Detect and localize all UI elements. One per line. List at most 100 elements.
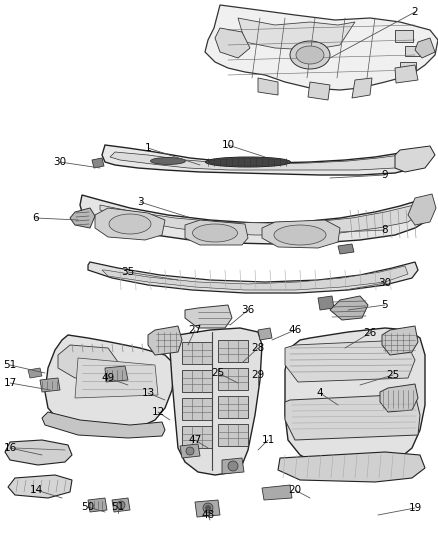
- Text: 5: 5: [381, 300, 389, 310]
- Polygon shape: [75, 358, 158, 398]
- Text: 3: 3: [137, 197, 143, 207]
- Polygon shape: [380, 384, 418, 412]
- Text: 25: 25: [386, 370, 399, 380]
- Circle shape: [205, 505, 211, 511]
- Ellipse shape: [208, 158, 288, 166]
- Polygon shape: [238, 18, 355, 50]
- Text: 46: 46: [288, 325, 302, 335]
- Polygon shape: [100, 205, 420, 235]
- Text: 26: 26: [364, 328, 377, 338]
- Polygon shape: [262, 485, 292, 500]
- Text: 29: 29: [251, 370, 265, 380]
- Polygon shape: [102, 266, 408, 290]
- Text: 30: 30: [378, 278, 392, 288]
- Bar: [182, 426, 212, 448]
- Bar: [218, 340, 248, 362]
- Polygon shape: [408, 194, 436, 225]
- Polygon shape: [395, 146, 435, 172]
- Circle shape: [117, 501, 125, 509]
- Ellipse shape: [109, 214, 151, 234]
- Polygon shape: [285, 394, 420, 440]
- Text: 17: 17: [4, 378, 17, 388]
- Polygon shape: [318, 296, 334, 310]
- Circle shape: [203, 503, 213, 513]
- Text: 20: 20: [289, 485, 301, 495]
- Polygon shape: [215, 28, 250, 58]
- Polygon shape: [338, 244, 354, 254]
- Polygon shape: [330, 296, 368, 320]
- Polygon shape: [80, 195, 432, 244]
- Text: 30: 30: [53, 157, 67, 167]
- Text: 1: 1: [145, 143, 151, 153]
- Polygon shape: [40, 378, 60, 392]
- Polygon shape: [352, 78, 372, 98]
- Bar: [400, 62, 416, 72]
- Polygon shape: [258, 78, 278, 95]
- Polygon shape: [88, 262, 418, 293]
- Text: 14: 14: [29, 485, 42, 495]
- Polygon shape: [170, 328, 262, 475]
- Text: 27: 27: [188, 325, 201, 335]
- Polygon shape: [88, 498, 107, 512]
- Text: 25: 25: [212, 368, 225, 378]
- Polygon shape: [95, 208, 165, 240]
- Circle shape: [186, 447, 194, 455]
- Text: 12: 12: [152, 407, 165, 417]
- Polygon shape: [8, 475, 72, 498]
- Bar: [218, 424, 248, 446]
- Text: 10: 10: [222, 140, 235, 150]
- Polygon shape: [70, 208, 95, 228]
- Polygon shape: [195, 500, 220, 517]
- Polygon shape: [262, 220, 340, 248]
- Ellipse shape: [151, 157, 186, 165]
- Polygon shape: [180, 444, 200, 458]
- Polygon shape: [110, 152, 418, 170]
- Text: 9: 9: [381, 170, 389, 180]
- Polygon shape: [45, 335, 175, 432]
- Polygon shape: [42, 412, 165, 438]
- Polygon shape: [28, 368, 42, 378]
- Polygon shape: [148, 326, 182, 355]
- Polygon shape: [308, 82, 330, 100]
- Circle shape: [228, 461, 238, 471]
- Polygon shape: [415, 38, 435, 58]
- Text: 19: 19: [408, 503, 422, 513]
- Polygon shape: [58, 345, 118, 378]
- Ellipse shape: [296, 46, 324, 64]
- Polygon shape: [185, 305, 232, 328]
- Text: 50: 50: [81, 502, 95, 512]
- Polygon shape: [285, 328, 425, 468]
- Polygon shape: [395, 65, 418, 83]
- Polygon shape: [102, 145, 432, 175]
- Text: 16: 16: [4, 443, 17, 453]
- Text: 4: 4: [317, 388, 323, 398]
- Text: 11: 11: [261, 435, 275, 445]
- Text: 6: 6: [33, 213, 39, 223]
- Polygon shape: [112, 498, 130, 512]
- Polygon shape: [278, 452, 425, 482]
- Bar: [182, 398, 212, 420]
- Polygon shape: [258, 328, 272, 340]
- Text: 51: 51: [111, 502, 125, 512]
- Bar: [218, 368, 248, 390]
- Polygon shape: [5, 440, 72, 465]
- Ellipse shape: [205, 157, 290, 167]
- Polygon shape: [185, 220, 248, 245]
- Text: 8: 8: [381, 225, 389, 235]
- Text: 48: 48: [201, 510, 215, 520]
- Polygon shape: [92, 158, 104, 168]
- Text: 36: 36: [241, 305, 254, 315]
- Text: 35: 35: [121, 267, 134, 277]
- Bar: [218, 396, 248, 418]
- Text: 28: 28: [251, 343, 265, 353]
- Polygon shape: [222, 458, 244, 474]
- Ellipse shape: [274, 225, 326, 245]
- Text: 13: 13: [141, 388, 155, 398]
- Ellipse shape: [290, 41, 330, 69]
- Polygon shape: [205, 5, 438, 90]
- Bar: [182, 370, 212, 392]
- Text: 51: 51: [4, 360, 17, 370]
- Bar: [182, 342, 212, 364]
- Bar: [395, 30, 413, 42]
- Text: 2: 2: [412, 7, 418, 17]
